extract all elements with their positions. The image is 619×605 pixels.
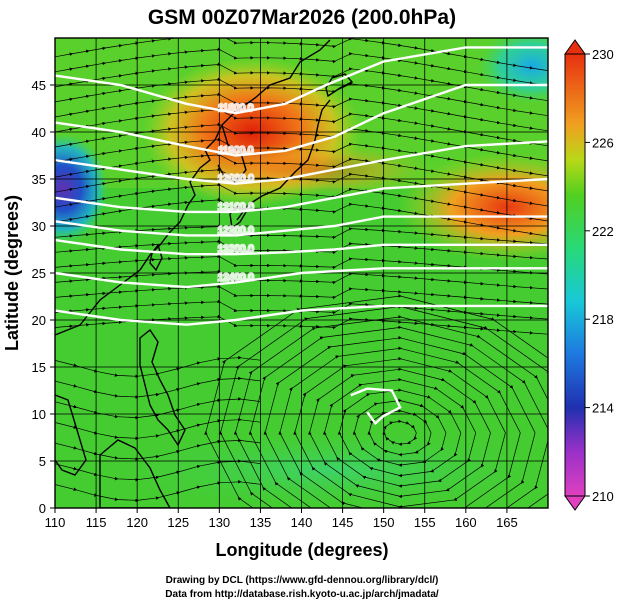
credit-data-source: Data from http://database.rish.kyoto-u.a… <box>165 589 439 600</box>
contour-label: 12000.0 <box>218 174 255 185</box>
colorbar: 210 214 218 222 226 230 <box>564 39 614 511</box>
colorbar-tick-label: 214 <box>592 401 614 416</box>
colorbar-bottom-arrow <box>564 495 586 511</box>
height-contour <box>55 215 548 237</box>
contour-label: 12100.0 <box>218 202 255 213</box>
streamline-tropical <box>55 459 261 482</box>
height-contours: 11800.0 11900.0 12000.0 12100.0 12200.0 12300… <box>55 46 548 426</box>
x-tick-label: 165 <box>496 515 518 530</box>
coast-japan-hokkaido <box>325 73 354 98</box>
y-tick-label: 10 <box>32 407 46 422</box>
height-contour <box>55 140 548 185</box>
colorbar-tick-label: 222 <box>592 224 614 239</box>
y-tick-label: 40 <box>32 125 46 140</box>
colorbar-tick-label: 210 <box>592 489 614 504</box>
x-tick-label: 160 <box>455 515 477 530</box>
streamline-tropical <box>55 438 261 461</box>
x-tick-label: 125 <box>167 515 189 530</box>
x-tick-label: 155 <box>414 515 436 530</box>
x-tick-label: 130 <box>208 515 230 530</box>
streamline-tropical <box>55 397 261 420</box>
x-tick-label: 110 <box>45 515 66 530</box>
colorbar-tick-label: 218 <box>592 312 614 327</box>
y-tick-label: 25 <box>32 266 46 281</box>
streamline-tropical <box>55 417 261 441</box>
x-tick-label: 140 <box>291 515 313 530</box>
y-axis-label: Latitude (degrees) <box>2 195 22 351</box>
colorbar-gradient <box>564 53 586 497</box>
streamline-tropical <box>55 479 261 503</box>
coast-philippines <box>139 328 186 447</box>
y-axis: 0 5 10 15 20 25 30 35 40 45 <box>32 78 55 516</box>
y-tick-label: 5 <box>39 454 46 469</box>
x-tick-label: 135 <box>250 515 272 530</box>
height-contour <box>55 238 548 256</box>
height-contour <box>350 387 402 426</box>
credit-drawing: Drawing by DCL (https://www.gfd-dennou.o… <box>166 575 439 586</box>
field-equatorial-band <box>100 430 548 508</box>
colorbar-tick-label: 226 <box>592 135 614 150</box>
x-tick-label: 120 <box>126 515 148 530</box>
contour-label: 11900.0 <box>218 146 254 157</box>
height-contour <box>55 177 548 214</box>
height-contour <box>55 267 548 289</box>
chart-title: GSM 00Z07Mar2026 (200.0hPa) <box>148 6 456 29</box>
y-tick-label: 0 <box>39 501 46 516</box>
x-tick-label: 115 <box>86 515 107 530</box>
x-axis-label: Longitude (degrees) <box>215 540 388 560</box>
contour-label: 12400.0 <box>218 272 255 283</box>
contour-label: 12300.0 <box>218 244 255 255</box>
contour-label: 12200.0 <box>218 225 255 236</box>
colorbar-tick-label: 230 <box>592 47 614 62</box>
y-tick-label: 35 <box>32 172 46 187</box>
y-tick-label: 30 <box>32 219 46 234</box>
height-contour <box>55 304 548 326</box>
streamline-tropical <box>55 376 261 399</box>
contour-label: 11800.0 <box>218 103 254 114</box>
coast-korea <box>217 124 247 183</box>
height-contour <box>55 83 548 157</box>
y-tick-label: 45 <box>32 78 46 93</box>
grid <box>55 38 548 508</box>
height-contour <box>55 46 548 115</box>
coast-indochina <box>55 394 87 476</box>
x-tick-label: 145 <box>332 515 354 530</box>
x-axis: 110 115 120 125 130 135 140 145 150 155 160 165 <box>45 508 518 530</box>
coast-japan-kyushu <box>229 205 247 230</box>
y-tick-label: 15 <box>32 360 46 375</box>
x-tick-label: 150 <box>373 515 395 530</box>
coast-china <box>55 39 331 336</box>
coast-borneo <box>99 439 171 508</box>
coast-taiwan <box>149 243 163 272</box>
colorbar-top-arrow <box>564 39 586 55</box>
y-tick-label: 20 <box>32 313 46 328</box>
